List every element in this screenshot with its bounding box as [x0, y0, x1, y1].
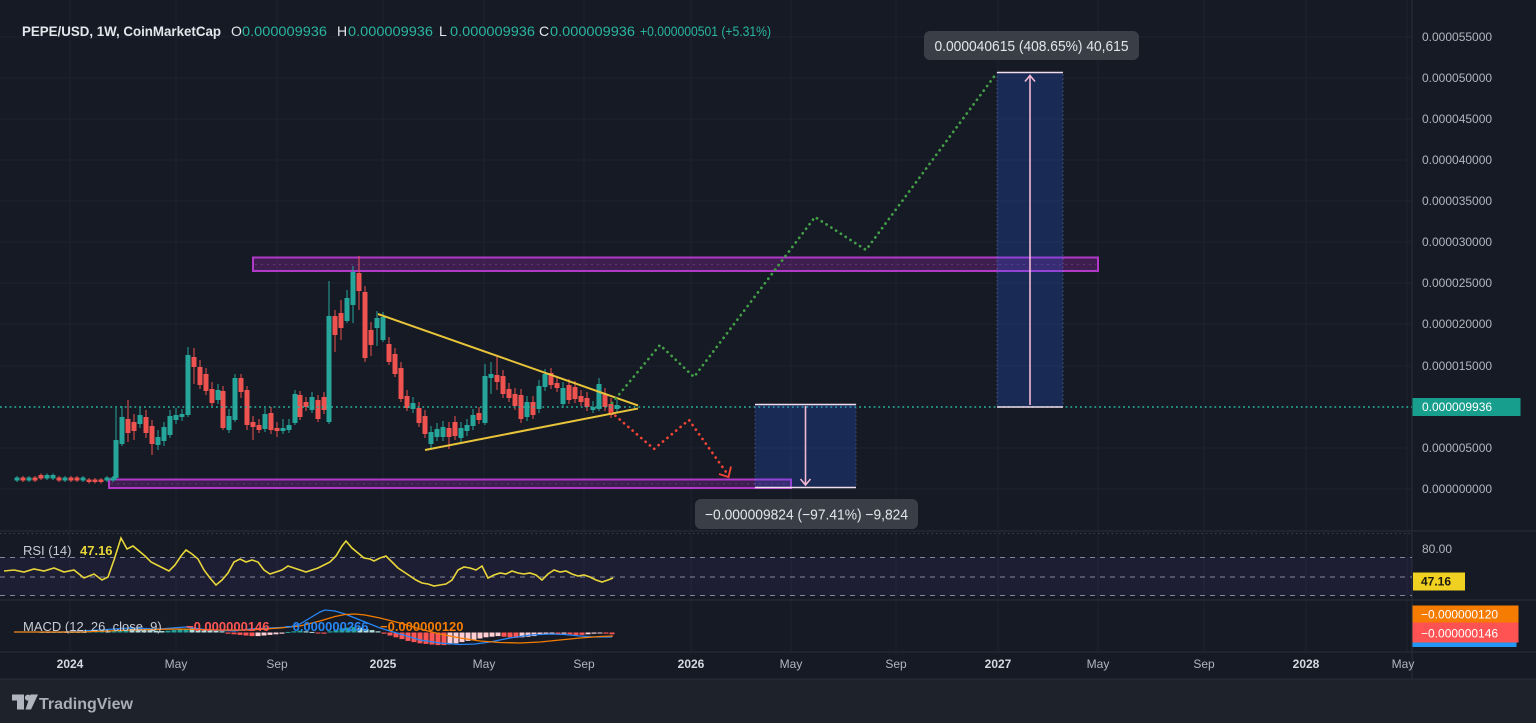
- svg-text:0.000025000: 0.000025000: [1422, 276, 1492, 290]
- svg-text:0.000045000: 0.000045000: [1422, 112, 1492, 126]
- svg-text:−0.000000120: −0.000000120: [1421, 608, 1498, 622]
- svg-text:May: May: [165, 657, 188, 671]
- svg-text:0.000009936: 0.000009936: [450, 23, 535, 39]
- svg-text:0.000005000: 0.000005000: [1422, 441, 1492, 455]
- svg-text:Sep: Sep: [1193, 657, 1215, 671]
- svg-text:H: H: [337, 23, 347, 39]
- svg-text:Sep: Sep: [266, 657, 288, 671]
- svg-text:0.000040615 (408.65%) 40,615: 0.000040615 (408.65%) 40,615: [935, 38, 1129, 55]
- svg-text:0.000040000: 0.000040000: [1422, 153, 1492, 167]
- svg-text:0.000015000: 0.000015000: [1422, 359, 1492, 373]
- svg-text:May: May: [780, 657, 803, 671]
- svg-text:47.16: 47.16: [1421, 575, 1451, 589]
- svg-text:+0.000000501 (+5.31%): +0.000000501 (+5.31%): [640, 23, 771, 39]
- svg-text:0.000055000: 0.000055000: [1422, 30, 1492, 44]
- svg-text:0.000009936: 0.000009936: [242, 23, 327, 39]
- svg-text:PEPE/USD, 1W, CoinMarketCap: PEPE/USD, 1W, CoinMarketCap: [22, 23, 221, 39]
- svg-text:May: May: [1087, 657, 1110, 671]
- svg-text:0.000009936: 0.000009936: [348, 23, 433, 39]
- svg-text:O: O: [231, 23, 242, 39]
- svg-text:−0.000009824 (−97.41%) −9,824: −0.000009824 (−97.41%) −9,824: [705, 507, 908, 524]
- svg-text:0.000035000: 0.000035000: [1422, 194, 1492, 208]
- svg-text:RSI (14): RSI (14): [23, 543, 71, 558]
- svg-text:TradingView: TradingView: [39, 696, 134, 713]
- svg-text:0.000009936: 0.000009936: [550, 23, 635, 39]
- svg-text:−0.000000146: −0.000000146: [1421, 627, 1498, 641]
- svg-text:2024: 2024: [57, 657, 84, 671]
- svg-text:2026: 2026: [678, 657, 705, 671]
- svg-text:0.000050000: 0.000050000: [1422, 71, 1492, 85]
- svg-text:0.000020000: 0.000020000: [1422, 317, 1492, 331]
- svg-text:0.000000000: 0.000000000: [1422, 482, 1492, 496]
- svg-text:C: C: [539, 23, 549, 39]
- svg-text:Sep: Sep: [885, 657, 907, 671]
- svg-text:2028: 2028: [1293, 657, 1320, 671]
- svg-text:−0.000000266: −0.000000266: [285, 619, 369, 634]
- svg-text:2025: 2025: [370, 657, 397, 671]
- svg-text:0.000009936: 0.000009936: [1422, 400, 1492, 414]
- svg-text:May: May: [473, 657, 496, 671]
- svg-text:2027: 2027: [985, 657, 1012, 671]
- svg-text:L: L: [439, 23, 447, 39]
- svg-text:80.00: 80.00: [1422, 542, 1452, 556]
- svg-text:Sep: Sep: [573, 657, 595, 671]
- svg-text:47.16: 47.16: [80, 543, 113, 558]
- svg-text:0.000030000: 0.000030000: [1422, 235, 1492, 249]
- svg-text:−0.000000120: −0.000000120: [380, 619, 464, 634]
- svg-text:May: May: [1392, 657, 1415, 671]
- svg-text:−0.000000146: −0.000000146: [186, 619, 270, 634]
- svg-text:MACD (12, 26, close, 9): MACD (12, 26, close, 9): [23, 619, 162, 634]
